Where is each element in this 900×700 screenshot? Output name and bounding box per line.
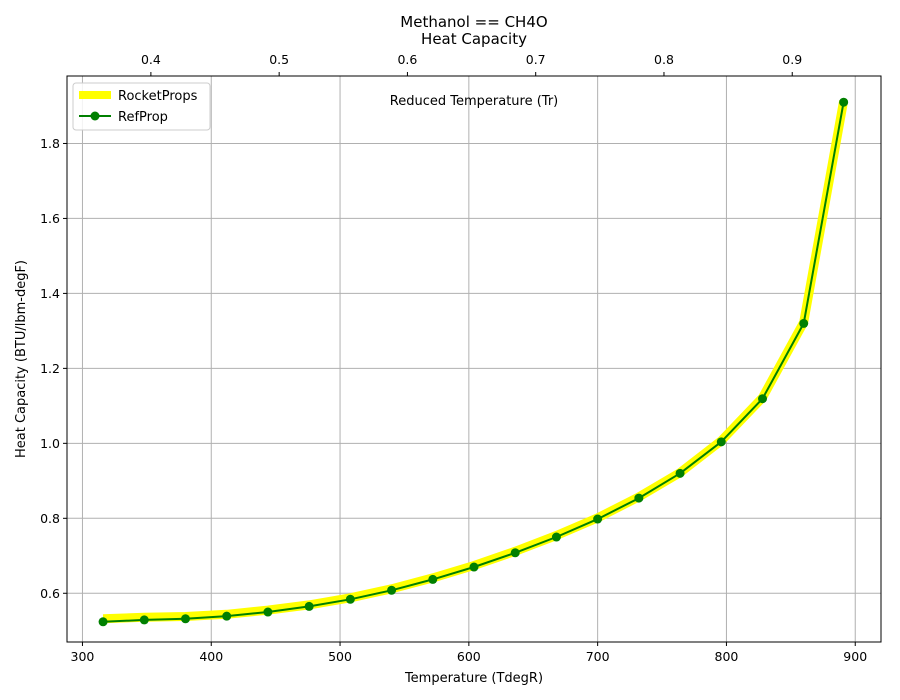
y-tick-label: 1.6: [40, 211, 60, 226]
x-tick-label: 600: [457, 649, 481, 664]
y-tick-label: 1.2: [40, 361, 60, 376]
x-tick-label: 900: [843, 649, 867, 664]
y-tick-label: 1.0: [40, 436, 60, 451]
data-point-refprop: [634, 493, 644, 503]
data-point-refprop: [345, 594, 355, 604]
top-x-tick-label: 0.7: [526, 52, 546, 67]
x-tick-label: 400: [199, 649, 223, 664]
y-tick-label: 1.4: [40, 286, 60, 301]
top-x-tick-label: 0.4: [141, 52, 161, 67]
data-point-refprop: [222, 611, 232, 621]
top-x-tick-label: 0.8: [654, 52, 674, 67]
data-point-refprop: [839, 97, 849, 107]
x-tick-label: 300: [71, 649, 95, 664]
x-tick-label: 700: [586, 649, 610, 664]
top-axis-label: Reduced Temperature (Tr): [390, 94, 558, 109]
plot-frame: [66, 75, 882, 643]
chart-title-line2: Heat Capacity: [421, 30, 527, 48]
data-point-refprop: [799, 318, 809, 328]
y-axis-label: Heat Capacity (BTU/lbm-degF): [14, 260, 29, 458]
data-point-refprop: [469, 562, 479, 572]
top-x-tick-label: 0.5: [269, 52, 289, 67]
legend-label-rocketprops: RocketProps: [118, 89, 198, 104]
x-tick-label: 800: [715, 649, 739, 664]
legend: RocketProps RefProp: [72, 82, 211, 131]
legend-swatch-refprop-marker: [90, 111, 100, 121]
data-point-refprop: [304, 601, 314, 611]
data-point-refprop: [139, 615, 149, 625]
grid: [67, 76, 881, 642]
data-point-refprop: [675, 468, 685, 478]
data-point-refprop: [551, 532, 561, 542]
data-point-refprop: [387, 585, 397, 595]
top-axis: 0.4 0.5 0.6 0.7 0.8 0.9: [141, 52, 802, 76]
data-point-refprop: [510, 548, 520, 558]
series-layer: [98, 97, 849, 627]
top-x-tick-label: 0.9: [782, 52, 802, 67]
y-tick-label: 1.8: [40, 136, 60, 151]
x-axis-label: Temperature (TdegR): [404, 671, 543, 686]
data-point-refprop: [263, 607, 273, 617]
data-point-refprop: [593, 514, 603, 524]
data-point-refprop: [98, 617, 108, 627]
y-tick-label: 0.6: [40, 586, 60, 601]
chart-title-line1: Methanol == CH4O: [400, 13, 547, 31]
legend-label-refprop: RefProp: [118, 110, 168, 125]
y-axis: 0.6 0.8 1.0 1.2 1.4 1.6 1.8: [40, 136, 67, 601]
top-x-tick-label: 0.6: [397, 52, 417, 67]
data-point-refprop: [758, 394, 768, 404]
x-tick-label: 500: [328, 649, 352, 664]
data-point-refprop: [716, 437, 726, 447]
data-point-refprop: [428, 574, 438, 584]
data-point-refprop: [180, 614, 190, 624]
x-axis: 300 400 500 600 700 800 900: [71, 642, 867, 664]
y-tick-label: 0.8: [40, 511, 60, 526]
